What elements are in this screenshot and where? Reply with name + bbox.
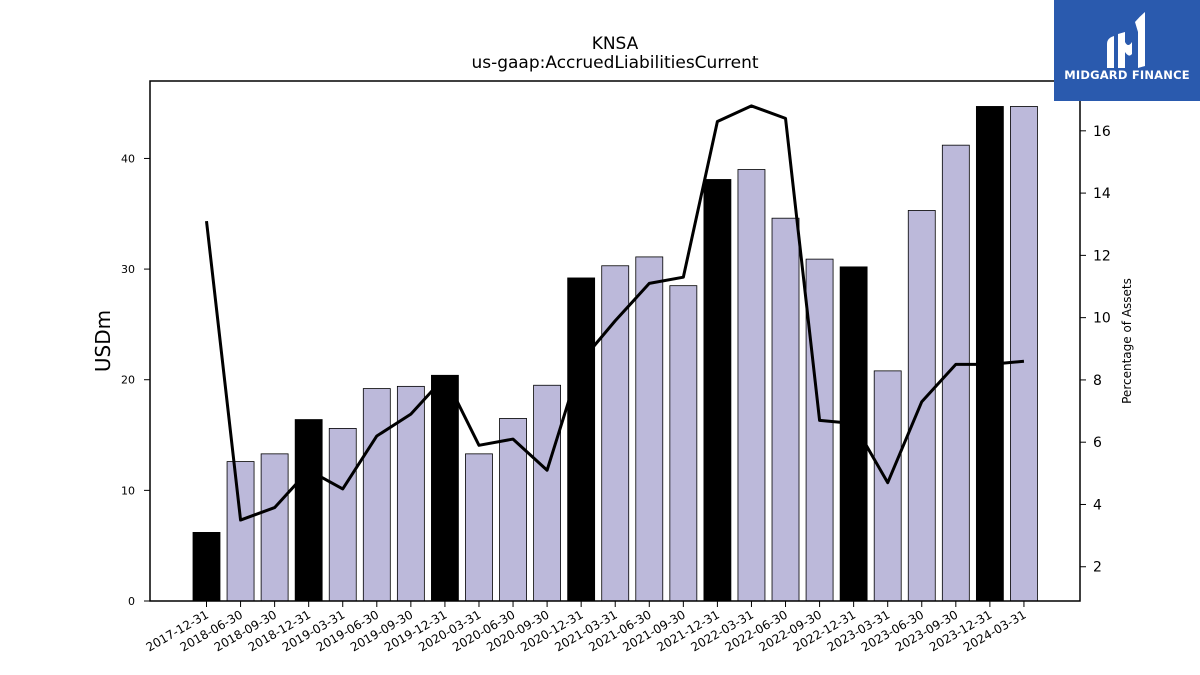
bar-2021-09-30: [669, 285, 698, 602]
bar-2017-12-31: [192, 532, 221, 602]
y2-axis-label: Percentage of Assets: [1120, 278, 1134, 404]
y2-tick-label: 2: [1093, 560, 1102, 576]
bar-2018-09-30: [260, 453, 289, 602]
y-tick-label: 0: [128, 595, 135, 608]
y2-tick-label: 10: [1093, 311, 1111, 327]
bar-2021-12-31: [703, 179, 732, 602]
bar-2022-06-30: [771, 217, 800, 602]
y2-tick-label: 12: [1093, 248, 1111, 264]
y-tick-label: 20: [121, 374, 135, 387]
bar-2018-12-31: [294, 419, 323, 602]
bar-series: [192, 106, 1038, 602]
bar-2020-09-30: [533, 384, 561, 602]
bar-2022-09-30: [805, 258, 834, 602]
y2-tick-label: 8: [1093, 373, 1102, 389]
y2-tick-label: 4: [1093, 497, 1102, 513]
bar-2021-03-31: [601, 265, 630, 602]
y-axis-right: 2 4 6 8 10 12 14 16: [1080, 124, 1111, 576]
bar-2020-03-31: [465, 453, 493, 602]
bar-2024-03-31: [1010, 106, 1038, 602]
bar-2023-06-30: [907, 210, 936, 602]
bar-2022-03-31: [737, 169, 766, 602]
chart-subtitle: us-gaap:AccruedLiabilitiesCurrent: [471, 53, 758, 73]
logo-mark-icon: [1107, 12, 1145, 68]
chart-title: KNSA: [592, 34, 639, 54]
bar-2018-06-30: [226, 461, 255, 602]
percentage-line: [205, 104, 1025, 522]
y-tick-label: 40: [121, 152, 135, 165]
bar-2022-12-31: [839, 266, 868, 602]
bar-2019-06-30: [362, 388, 391, 602]
bar-2023-12-31: [975, 106, 1004, 602]
bar-2021-06-30: [635, 256, 664, 602]
y-tick-label: 30: [121, 263, 135, 276]
bar-2019-09-30: [396, 385, 425, 602]
bar-2019-03-31: [328, 428, 357, 602]
y2-tick-label: 14: [1093, 186, 1111, 202]
y-axis-left: 0 10 20 30 40: [121, 152, 150, 608]
x-axis: 2017-12-312018-06-302018-09-302018-12-31…: [144, 601, 1028, 654]
y-tick-label: 10: [121, 484, 135, 497]
bar-2020-12-31: [567, 277, 596, 602]
y-axis-label: USDm: [91, 310, 115, 372]
bar-2019-12-31: [431, 374, 459, 602]
y2-tick-label: 6: [1093, 435, 1102, 451]
logo: MIDGARD FINANCE: [1054, 0, 1200, 101]
logo-text: MIDGARD FINANCE: [1064, 68, 1190, 82]
y2-tick-label: 16: [1093, 124, 1111, 140]
bar-2023-03-31: [873, 370, 902, 602]
